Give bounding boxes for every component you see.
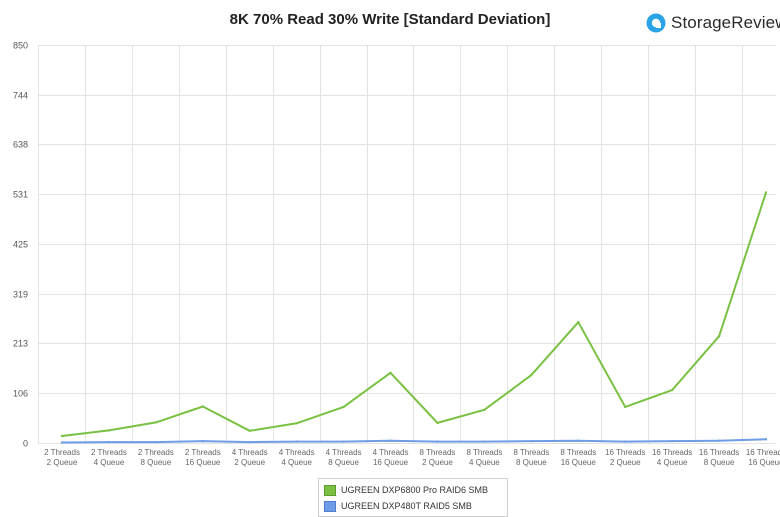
data-point	[483, 440, 486, 443]
x-tick-label: 8 Threads 16 Queue	[560, 448, 596, 467]
storagereview-logo: StorageReview	[646, 11, 780, 35]
data-point	[389, 439, 392, 442]
series-line-0	[61, 191, 767, 437]
y-tick-label: 106	[13, 389, 28, 399]
y-tick-label: 850	[13, 41, 28, 51]
x-tick-label: 2 Threads 16 Queue	[185, 448, 221, 467]
data-point	[764, 438, 768, 441]
x-tick-label: 8 Threads 2 Queue	[420, 448, 456, 467]
x-tick-label: 2 Threads 4 Queue	[91, 448, 127, 467]
chart-series	[60, 191, 768, 444]
x-tick-label: 16 Threads 2 Queue	[605, 448, 645, 467]
series-line-1	[61, 438, 767, 444]
data-point	[248, 440, 251, 444]
legend-item-dxp6800[interactable]: UGREEN DXP6800 Pro RAID6 SMB	[324, 482, 502, 498]
x-tick-label: 16 Threads 8 Queue	[699, 448, 739, 467]
chart-legend: UGREEN DXP6800 Pro RAID6 SMB UGREEN DXP4…	[318, 478, 508, 517]
data-point	[670, 439, 674, 443]
legend-item-dxp480t[interactable]: UGREEN DXP480T RAID5 SMB	[324, 498, 502, 514]
data-point	[717, 439, 721, 442]
data-point	[624, 405, 627, 409]
data-point	[670, 388, 674, 392]
chart-grid	[38, 45, 776, 444]
x-tick-label: 4 Threads 8 Queue	[326, 448, 362, 467]
data-point	[295, 422, 298, 425]
x-tick-label: 8 Threads 8 Queue	[513, 448, 549, 467]
data-point	[201, 439, 204, 443]
data-point	[764, 191, 768, 194]
y-tick-label: 744	[13, 91, 28, 101]
data-point	[436, 440, 439, 443]
storagereview-logo-icon	[646, 13, 666, 33]
x-tick-label: 8 Threads 4 Queue	[466, 448, 502, 467]
x-axis: 2 Threads 2 Queue 2 Threads 4 Queue 2 Thread…	[44, 448, 780, 467]
y-tick-label: 213	[13, 339, 28, 349]
legend-label-dxp480t: UGREEN DXP480T RAID5 SMB	[341, 501, 472, 511]
data-point	[201, 405, 204, 408]
y-axis: 850 744 638 531 425 319 213 106 0	[13, 41, 28, 449]
data-point	[295, 440, 298, 443]
legend-swatch-dxp480t	[324, 500, 336, 512]
legend-label-dxp6800: UGREEN DXP6800 Pro RAID6 SMB	[341, 485, 489, 495]
data-point	[483, 408, 486, 411]
x-tick-label: 16 Threads 4 Queue	[652, 448, 692, 467]
data-point	[530, 373, 533, 377]
data-point	[154, 421, 158, 424]
storagereview-logo-text: StorageReview	[671, 13, 780, 32]
data-point	[624, 440, 627, 443]
data-point	[342, 440, 345, 443]
data-point	[60, 441, 64, 444]
data-point	[717, 335, 721, 338]
x-tick-label: 2 Threads 2 Queue	[44, 448, 80, 467]
y-tick-label: 531	[13, 190, 28, 200]
data-point	[577, 439, 580, 442]
y-tick-label: 0	[23, 439, 28, 449]
x-tick-label: 2 Threads 8 Queue	[138, 448, 174, 467]
x-tick-label: 4 Threads 4 Queue	[279, 448, 315, 467]
data-point	[107, 429, 111, 432]
chart-title: 8K 70% Read 30% Write [Standard Deviatio…	[229, 11, 551, 28]
data-point	[577, 321, 580, 324]
data-point	[107, 440, 111, 444]
data-point	[342, 405, 345, 409]
data-point	[248, 429, 251, 432]
y-tick-label: 638	[13, 140, 28, 150]
legend-swatch-dxp6800	[324, 484, 336, 496]
data-point	[154, 440, 158, 444]
data-point	[436, 421, 439, 425]
y-tick-label: 425	[13, 240, 28, 250]
data-point	[530, 439, 533, 443]
y-tick-label: 319	[13, 290, 28, 300]
x-tick-label: 4 Threads 2 Queue	[232, 448, 268, 467]
x-tick-label: 4 Threads 16 Queue	[373, 448, 409, 467]
data-point	[389, 371, 392, 374]
data-point	[60, 434, 64, 438]
